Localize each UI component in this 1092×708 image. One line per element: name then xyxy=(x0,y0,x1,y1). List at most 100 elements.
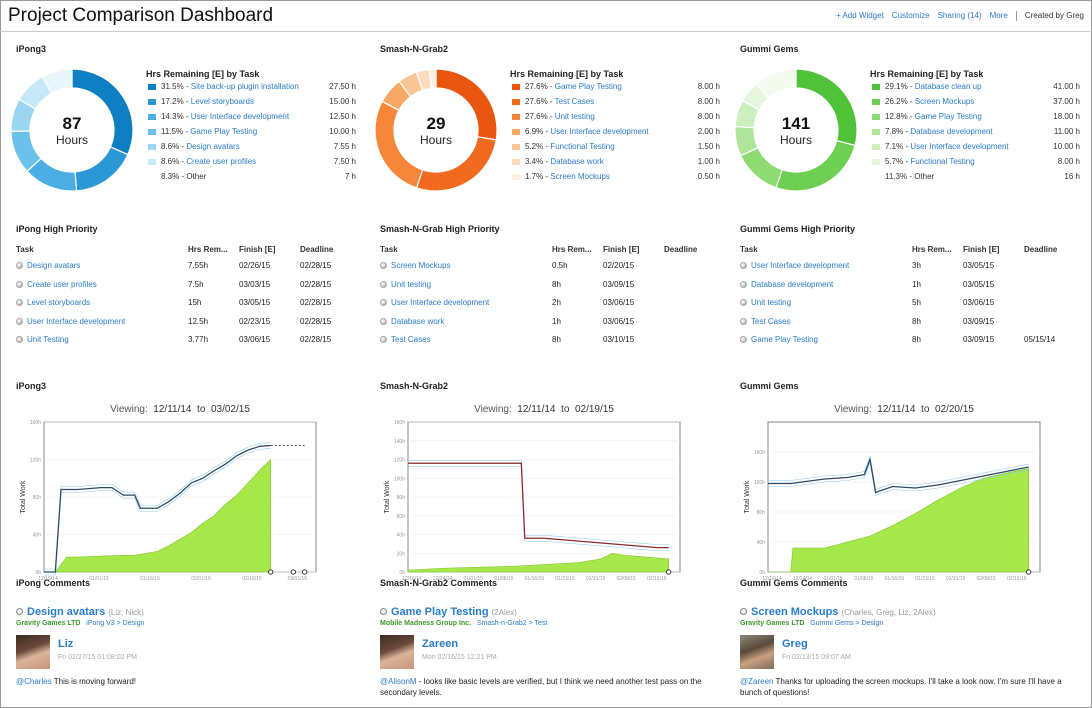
table-row[interactable]: Database work 1h 03/06/15 xyxy=(380,317,710,336)
col-header-hrs[interactable]: Hrs Rem... xyxy=(552,245,592,254)
legend-task-link[interactable]: Screen Mockups xyxy=(550,172,610,181)
total-work-chart[interactable]: 0h 40h 80h 120h 160h 12/16/14 12/24/14 01/01/15… xyxy=(734,402,1074,582)
legend-task-link[interactable]: Database development xyxy=(910,127,993,136)
task-link[interactable]: User Interface development xyxy=(751,261,850,270)
legend-task-link[interactable]: Unit testing xyxy=(554,112,595,121)
table-row[interactable]: Level storyboards 15h 03/05/15 02/28/15 xyxy=(16,298,346,317)
more-link[interactable]: More xyxy=(989,11,1008,20)
donut-slice[interactable] xyxy=(755,68,797,100)
comment-task-link[interactable]: Design avatars xyxy=(27,606,106,618)
comment-path[interactable]: Gummi Gems > Design xyxy=(810,620,884,627)
comment-mention[interactable]: @Zareen xyxy=(740,677,774,686)
comment-author-name[interactable]: Greg xyxy=(782,638,808,650)
completed-work-area[interactable] xyxy=(44,458,271,573)
legend-item[interactable]: 11.3% - Other 16 h xyxy=(870,172,1080,187)
table-row[interactable]: Unit Testing 3.77h 03/06/15 02/28/15 xyxy=(16,335,346,354)
donut-slice[interactable] xyxy=(775,139,856,192)
end-marker[interactable] xyxy=(268,569,274,575)
task-link[interactable]: Unit testing xyxy=(751,298,792,307)
col-header-finish[interactable]: Finish [E] xyxy=(963,245,1000,254)
comment-company[interactable]: Mobile Madness Group Inc. xyxy=(380,620,472,627)
donut-slice[interactable] xyxy=(795,68,858,147)
comment-author-name[interactable]: Zareen xyxy=(422,638,459,650)
donut-slice[interactable] xyxy=(74,146,129,192)
hours-donut-chart[interactable] xyxy=(374,68,498,192)
hours-donut-chart[interactable] xyxy=(734,68,858,192)
end-marker[interactable] xyxy=(290,569,296,575)
end-marker[interactable] xyxy=(302,569,308,575)
table-row[interactable]: Screen Mockups 0.5h 02/20/15 xyxy=(380,261,710,280)
comment-author-name[interactable]: Liz xyxy=(58,638,74,650)
legend-item[interactable]: 17.2% - Level storyboards 15.00 h xyxy=(146,97,356,112)
table-row[interactable]: Create user profiles 7.5h 03/03/15 02/28/15 xyxy=(16,280,346,299)
view-from-date[interactable]: 12/11/14 xyxy=(517,404,556,415)
legend-task-link[interactable]: User Interface development xyxy=(190,112,290,121)
legend-item[interactable]: 27.6% - Test Cases 8.00 h xyxy=(510,97,720,112)
comment-task-link[interactable]: Game Play Testing xyxy=(391,606,489,618)
legend-task-link[interactable]: User Interface development xyxy=(910,142,1009,151)
task-link[interactable]: Create user profiles xyxy=(27,279,97,289)
task-link[interactable]: Test Cases xyxy=(391,335,431,344)
legend-task-link[interactable]: Site back-up plugin installation xyxy=(190,82,299,91)
legend-task-link[interactable]: Functional Testing xyxy=(910,157,975,166)
legend-item[interactable]: 5.7% - Functional Testing 8.00 h xyxy=(870,157,1080,172)
avatar[interactable] xyxy=(16,635,50,669)
comment-mention[interactable]: @Charles xyxy=(16,677,52,686)
end-marker[interactable] xyxy=(1026,569,1032,575)
total-work-chart[interactable]: 0h 40h 80h 120h 160h 12/16/14 01/01/15 01/16/15… xyxy=(10,402,350,582)
view-from-date[interactable]: 12/11/14 xyxy=(153,404,192,415)
col-header-finish[interactable]: Finish [E] xyxy=(603,245,640,254)
hours-donut-chart[interactable] xyxy=(10,68,134,192)
legend-item[interactable]: 27.6% - Unit testing 8.00 h xyxy=(510,112,720,127)
customize-link[interactable]: Customize xyxy=(891,11,930,20)
task-link[interactable]: User Interface development xyxy=(391,298,490,307)
table-row[interactable]: Database development 1h 03/05/15 xyxy=(740,280,1070,299)
legend-item[interactable]: 11.5% - Game Play Testing 10.00 h xyxy=(146,127,356,142)
col-header-hrs[interactable]: Hrs Rem... xyxy=(188,245,228,254)
table-row[interactable]: User Interface development 12.5h 02/23/15 0… xyxy=(16,317,346,336)
task-link[interactable]: Unit Testing xyxy=(27,335,69,344)
donut-slice[interactable] xyxy=(41,68,73,95)
comment-company[interactable]: Gravity Games LTD xyxy=(740,620,805,627)
col-header-deadline[interactable]: Deadline xyxy=(1024,245,1058,254)
table-row[interactable]: Test Cases 8h 03/09/15 xyxy=(740,317,1070,336)
legend-task-link[interactable]: User Interface development xyxy=(550,127,649,136)
task-link[interactable]: Unit testing xyxy=(391,279,432,289)
comment-path[interactable]: Smash-n-Grab2 > Test xyxy=(476,620,548,627)
legend-item[interactable]: 8.6% - Create user profiles 7.50 h xyxy=(146,157,356,172)
total-work-line[interactable] xyxy=(768,457,1029,494)
legend-item[interactable]: 5.2% - Functional Testing 1.50 h xyxy=(510,142,720,157)
task-link[interactable]: Database work xyxy=(391,316,445,326)
task-link[interactable]: Screen Mockups xyxy=(391,261,451,270)
total-work-line[interactable] xyxy=(44,444,271,573)
table-row[interactable]: Unit testing 5h 03/06/15 xyxy=(740,298,1070,317)
completed-work-area[interactable] xyxy=(768,468,1029,573)
legend-item[interactable]: 26.2% - Screen Mockups 37.00 h xyxy=(870,97,1080,112)
comment-mention[interactable]: @AlisonM xyxy=(380,677,417,686)
donut-slice[interactable] xyxy=(739,146,783,189)
legend-item[interactable]: 31.5% - Site back-up plugin installation… xyxy=(146,82,356,97)
legend-task-link[interactable]: Game Play Testing xyxy=(190,127,258,136)
legend-task-link[interactable]: Level storyboards xyxy=(190,97,254,106)
col-header-task[interactable]: Task xyxy=(16,245,34,254)
table-row[interactable]: User Interface development 2h 03/06/15 xyxy=(380,298,710,317)
col-header-hrs[interactable]: Hrs Rem... xyxy=(912,245,952,254)
col-header-deadline[interactable]: Deadline xyxy=(664,245,698,254)
legend-task-link[interactable]: Game Play Testing xyxy=(914,112,982,121)
legend-item[interactable]: 29.1% - Database clean up 41.00 h xyxy=(870,82,1080,97)
task-link[interactable]: Level storyboards xyxy=(27,298,91,307)
col-header-task[interactable]: Task xyxy=(740,245,758,254)
legend-task-link[interactable]: Functional Testing xyxy=(550,142,615,151)
legend-item[interactable]: 1.7% - Screen Mockups 0.50 h xyxy=(510,172,720,187)
donut-slice[interactable] xyxy=(435,68,498,141)
table-row[interactable]: Unit testing 8h 03/09/15 xyxy=(380,280,710,299)
legend-item[interactable]: 8.3% - Other 7 h xyxy=(146,172,356,187)
legend-task-link[interactable]: Test Cases xyxy=(554,97,595,106)
legend-task-link[interactable]: Create user profiles xyxy=(186,157,257,166)
view-to-date[interactable]: 02/19/15 xyxy=(574,404,614,415)
total-work-chart[interactable]: 0h 20h 40h 60h 80h 100h 120h 140h 160h 12/16/14 12… xyxy=(374,402,714,582)
legend-task-link[interactable]: Database clean up xyxy=(914,82,982,91)
comment-path[interactable]: iPong V3 > Design xyxy=(86,620,145,627)
comment-task-link[interactable]: Screen Mockups xyxy=(751,606,839,618)
legend-item[interactable]: 3.4% - Database work 1.00 h xyxy=(510,157,720,172)
